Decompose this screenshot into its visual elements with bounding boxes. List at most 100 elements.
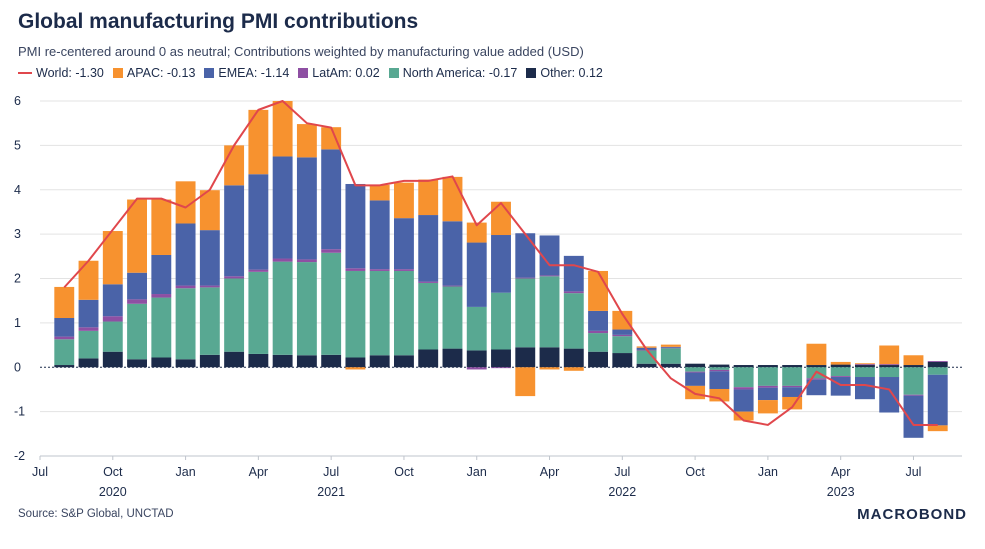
bar-segment: [442, 176, 463, 222]
legend-label: Other: 0.12: [540, 66, 603, 80]
bar-segment: [612, 310, 633, 330]
x-year-label: 2020: [99, 485, 127, 499]
bar-segment: [175, 223, 196, 286]
legend-item-1: APAC: -0.13: [112, 66, 195, 80]
bar-segment: [102, 316, 123, 322]
bar-segment: [733, 365, 754, 368]
chart-legend: World: -1.30 APAC: -0.13 EMEA: -1.14 LatAm:…: [18, 66, 612, 80]
bar-segment: [806, 378, 827, 380]
bar-segment: [369, 200, 390, 270]
bar-segment: [588, 310, 609, 331]
bar-segment: [442, 348, 463, 368]
x-tick-label: Oct: [103, 465, 123, 479]
bar-segment: [927, 367, 948, 375]
x-tick-label: Jan: [758, 465, 778, 479]
bar-segment: [854, 367, 875, 378]
bar-segment: [151, 294, 172, 298]
bar-segment: [563, 367, 584, 371]
bar-segment: [782, 387, 803, 397]
legend-swatch: [112, 68, 123, 78]
x-tick-label: Apr: [249, 465, 268, 479]
bar-segment: [612, 334, 633, 337]
bar-segment: [151, 254, 172, 295]
bar-segment: [442, 286, 463, 349]
bar-segment: [854, 377, 875, 400]
bar-segment: [127, 303, 148, 360]
bar-segment: [515, 278, 536, 348]
bar-segment: [491, 201, 511, 236]
bar-segment: [563, 255, 584, 292]
bar-segment: [78, 327, 99, 331]
bar-segment: [879, 367, 900, 378]
bar-segment: [757, 387, 778, 401]
bar-segment: [830, 377, 851, 396]
y-tick-label: 5: [14, 138, 21, 152]
x-year-label: 2021: [317, 485, 345, 499]
bar-segment: [272, 258, 293, 262]
bar-segment: [224, 145, 245, 186]
bar-segment: [151, 199, 172, 255]
bar-segment: [806, 365, 827, 368]
bar-segment: [54, 365, 75, 368]
bar-segment: [515, 347, 536, 368]
bar-segment: [345, 268, 366, 271]
bar-segment: [660, 344, 681, 347]
bar-segment: [588, 270, 609, 311]
x-tick-label: Jul: [614, 465, 630, 479]
x-tick-label: Apr: [831, 465, 850, 479]
bar-segment: [272, 156, 293, 259]
x-year-label: 2023: [827, 485, 855, 499]
bar-segment: [927, 361, 948, 362]
bar-segment: [927, 374, 948, 426]
x-tick-label: Jan: [467, 465, 487, 479]
bar-segment: [224, 351, 245, 368]
bar-segment: [491, 292, 511, 350]
bar-segment: [903, 395, 924, 438]
bar-segment: [393, 218, 414, 270]
bar-segment: [224, 278, 245, 352]
bar-segment: [78, 299, 99, 328]
bar-segment: [127, 272, 148, 300]
bar-segment: [733, 367, 754, 388]
bar-segment: [199, 285, 220, 288]
bar-segment: [54, 339, 75, 366]
bar-segment: [321, 127, 342, 150]
bar-segment: [54, 286, 75, 318]
bar-segment: [248, 269, 269, 272]
bar-segment: [102, 284, 123, 317]
bar-segment: [685, 372, 706, 386]
bar-segment: [709, 371, 730, 389]
bar-segment: [345, 183, 366, 269]
bar-segment: [321, 354, 342, 368]
bar-segment: [539, 347, 560, 368]
bar-segment: [466, 306, 487, 351]
bar-segment: [660, 363, 681, 368]
bar-segment: [151, 297, 172, 358]
bar-segment: [903, 367, 924, 395]
bar-segment: [54, 336, 75, 340]
bar-segment: [563, 348, 584, 368]
bar-segment: [296, 157, 317, 260]
bar-segment: [854, 363, 875, 365]
y-tick-label: 4: [14, 183, 21, 197]
bar-segment: [733, 411, 754, 421]
bar-segment: [927, 425, 948, 432]
bar-segment: [515, 277, 536, 279]
y-tick-label: 1: [14, 316, 21, 330]
bar-segment: [321, 149, 342, 250]
legend-item-2: EMEA: -1.14: [204, 66, 289, 80]
bar-segment: [78, 260, 99, 300]
y-tick-label: -2: [14, 449, 25, 463]
legend-swatch: [204, 68, 215, 78]
x-year-label: 2022: [608, 485, 636, 499]
y-tick-label: 0: [14, 360, 21, 374]
bar-segment: [466, 367, 487, 370]
bar-segment: [854, 364, 875, 366]
bar-segment: [369, 184, 390, 201]
bar-segment: [515, 233, 536, 278]
bar-segment: [127, 359, 148, 368]
legend-item-4: North America: -0.17: [388, 66, 517, 80]
bar-segment: [296, 262, 317, 356]
bar-segment: [685, 371, 706, 373]
bar-segment: [854, 365, 875, 368]
